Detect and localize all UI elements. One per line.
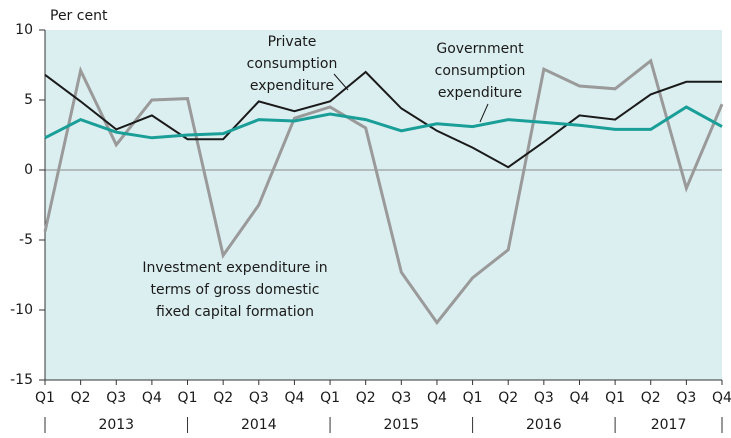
x-tick-label: Q3: [106, 390, 126, 406]
x-tick-label: Q2: [356, 390, 376, 406]
series-line: [44, 70, 722, 169]
y-tick-label: -5: [19, 232, 33, 248]
annotation: Investment expenditure in: [142, 260, 327, 276]
year-label: 2015: [383, 417, 419, 433]
annotation: expenditure: [250, 78, 334, 94]
y-tick-label: 0: [24, 162, 33, 178]
annotation: terms of gross domestic: [151, 282, 320, 298]
annotation: fixed capital formation: [156, 304, 314, 320]
x-tick-label: Q4: [142, 390, 162, 406]
y-tick-label: 10: [15, 22, 33, 38]
y-tick-label: 5: [24, 92, 33, 108]
x-tick-label: Q3: [391, 390, 411, 406]
annotation-leader: [479, 103, 489, 123]
x-tick-label: Q1: [35, 390, 55, 406]
year-label: 2013: [98, 417, 134, 433]
x-tick-label: Q2: [641, 390, 661, 406]
x-tick-label: Q1: [605, 390, 625, 406]
series-line: [43, 58, 724, 326]
year-label: 2017: [651, 417, 687, 433]
y-tick-label: -15: [10, 372, 33, 388]
x-tick-label: Q4: [570, 390, 590, 406]
x-tick-label: Q2: [498, 390, 518, 406]
x-tick-label: Q1: [463, 390, 483, 406]
year-label: 2014: [241, 417, 277, 433]
x-tick-label: Q2: [71, 390, 91, 406]
annotation: expenditure: [438, 85, 522, 101]
year-label: 2016: [526, 417, 562, 433]
y-tick-label: -10: [10, 302, 33, 318]
x-tick-label: Q2: [213, 390, 233, 406]
x-tick-label: Q1: [178, 390, 198, 406]
x-tick-label: Q4: [712, 390, 731, 406]
series-line: [44, 105, 723, 140]
x-tick-label: Q3: [676, 390, 696, 406]
annotation: Private: [268, 34, 317, 50]
y-axis-label: Per cent: [50, 8, 108, 24]
x-tick-label: Q3: [534, 390, 554, 406]
x-tick-label: Q4: [284, 390, 304, 406]
annotation: Government: [436, 41, 524, 57]
x-tick-label: Q3: [249, 390, 269, 406]
x-tick-label: Q1: [320, 390, 340, 406]
x-tick-label: Q4: [427, 390, 447, 406]
annotation: consumption: [247, 56, 338, 72]
annotation: consumption: [435, 63, 526, 79]
annotation-leader: [333, 73, 349, 91]
